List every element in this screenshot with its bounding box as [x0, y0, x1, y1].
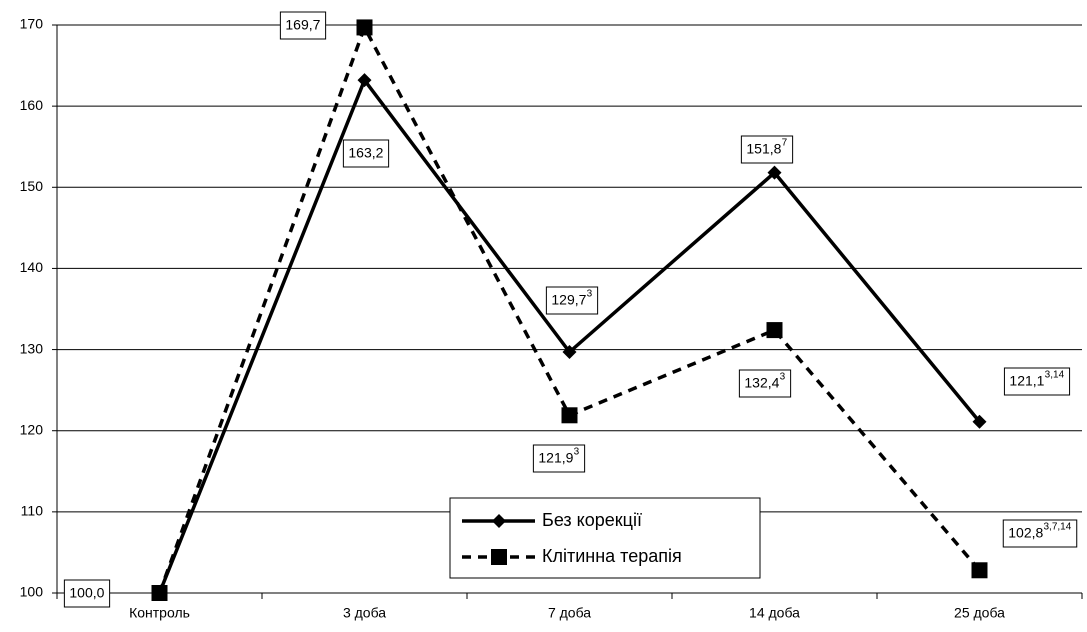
y-tick-label: 110 — [21, 503, 44, 519]
data-label: 151,8 — [746, 141, 781, 157]
x-tick-label: Контроль — [129, 605, 190, 621]
marker — [561, 407, 578, 424]
data-label-group: 121,1 3,14 — [1003, 367, 1071, 396]
marker — [357, 73, 372, 88]
legend-label: Без корекції — [542, 510, 642, 530]
label-box — [279, 11, 327, 40]
data-label: 129,7 — [551, 292, 586, 308]
data-label-group: 102,8 3,7,14 — [1002, 519, 1078, 548]
data-label-group: 121,9 3 — [532, 444, 586, 473]
marker — [767, 165, 782, 180]
data-label: 100,0 — [69, 585, 104, 601]
x-tick-label: 25 доба — [954, 605, 1005, 621]
data-label-group: 129,7 3 — [545, 286, 599, 315]
label-box — [1002, 519, 1078, 548]
data-label-group: 163,2 — [342, 139, 390, 168]
x-tick-label: 14 доба — [749, 605, 800, 621]
data-label: 102,8 — [1008, 525, 1043, 541]
data-label-note: 3 — [587, 289, 593, 300]
label-box — [532, 444, 586, 473]
data-label: 132,4 — [744, 375, 779, 391]
x-tick-label: 3 доба — [343, 605, 386, 621]
marker — [356, 19, 373, 36]
label-box — [342, 139, 390, 168]
y-tick-label: 170 — [20, 16, 44, 32]
marker — [971, 562, 988, 579]
marker — [562, 345, 577, 360]
legend-marker — [491, 549, 507, 565]
data-label-group: 132,4 3 — [738, 369, 792, 398]
data-label-group: 169,7 — [279, 11, 327, 40]
data-label-group: 100,0 — [63, 579, 111, 608]
label-box — [738, 369, 792, 398]
data-label: 121,1 — [1009, 373, 1044, 389]
data-label: 121,9 — [538, 450, 573, 466]
label-box — [545, 286, 599, 315]
x-tick-label: 7 доба — [548, 605, 591, 621]
y-tick-label: 100 — [20, 584, 44, 600]
legend-marker — [492, 514, 506, 528]
data-label: 169,7 — [285, 17, 320, 33]
marker — [151, 585, 168, 601]
y-tick-label: 120 — [20, 421, 44, 437]
y-tick-label: 140 — [20, 259, 44, 275]
legend-label: Клітинна терапія — [542, 546, 682, 566]
label-box — [740, 135, 794, 164]
data-label-note: 7 — [782, 138, 788, 149]
label-box — [1003, 367, 1071, 396]
y-tick-label: 130 — [20, 340, 44, 356]
y-tick-label: 160 — [20, 97, 44, 113]
data-label-note: 3 — [574, 447, 580, 458]
marker — [766, 322, 783, 339]
data-label-note: 3,14 — [1045, 370, 1065, 381]
data-label-group: 151,8 7 — [740, 135, 794, 164]
data-label-note: 3 — [780, 372, 786, 383]
data-label-note: 3,7,14 — [1044, 522, 1072, 533]
data-label: 163,2 — [348, 145, 383, 161]
label-box — [63, 579, 111, 608]
y-tick-label: 150 — [20, 178, 44, 194]
marker — [972, 414, 987, 429]
